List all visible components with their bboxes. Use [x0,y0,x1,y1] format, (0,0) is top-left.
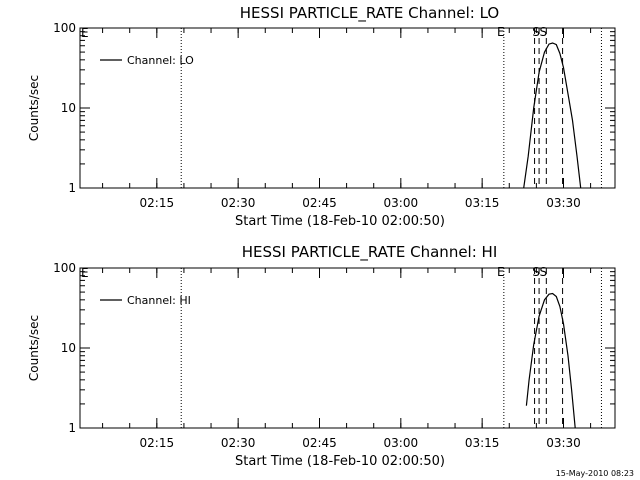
y-tick-label: 100 [53,261,76,275]
marker-label: E [497,265,505,279]
y-axis-label: Counts/sec [27,75,41,141]
series-line [525,292,576,429]
x-tick-label: 03:00 [384,196,419,210]
legend-label: Channel: LO [127,54,194,67]
x-tick-label: 03:00 [384,436,419,450]
chart-title: HESSI PARTICLE_RATE Channel: LO [240,4,499,23]
plot-timestamp: 15-May-2010 08:23 [555,469,634,478]
corner-label: E [81,266,89,280]
y-tick-label: 10 [61,101,76,115]
y-tick-label: 1 [68,181,76,195]
y-tick-label: 10 [61,341,76,355]
y-tick-label: 100 [53,21,76,35]
series-line [523,42,582,189]
x-tick-label: 02:45 [302,436,337,450]
x-axis-label: Start Time (18-Feb-10 02:00:50) [235,214,445,229]
x-axis-label: Start Time (18-Feb-10 02:00:50) [235,454,445,469]
marker-label: E [497,25,505,39]
x-tick-label: 02:30 [221,436,256,450]
x-tick-label: 03:15 [465,436,500,450]
x-tick-label: 02:45 [302,196,337,210]
y-axis-label: Counts/sec [27,315,41,381]
legend-label: Channel: HI [127,294,191,307]
marker-label: S [532,25,540,39]
x-tick-label: 03:30 [546,436,581,450]
x-tick-label: 03:15 [465,196,500,210]
y-tick-label: 1 [68,421,76,435]
x-tick-label: 02:30 [221,196,256,210]
corner-label: E [81,26,89,40]
marker-label: S [540,265,548,279]
chart-title: HESSI PARTICLE_RATE Channel: HI [242,243,498,262]
marker-label: S [540,25,548,39]
x-tick-label: 02:15 [140,436,175,450]
marker-label: S [532,265,540,279]
x-tick-label: 03:30 [546,196,581,210]
x-tick-label: 02:15 [140,196,175,210]
